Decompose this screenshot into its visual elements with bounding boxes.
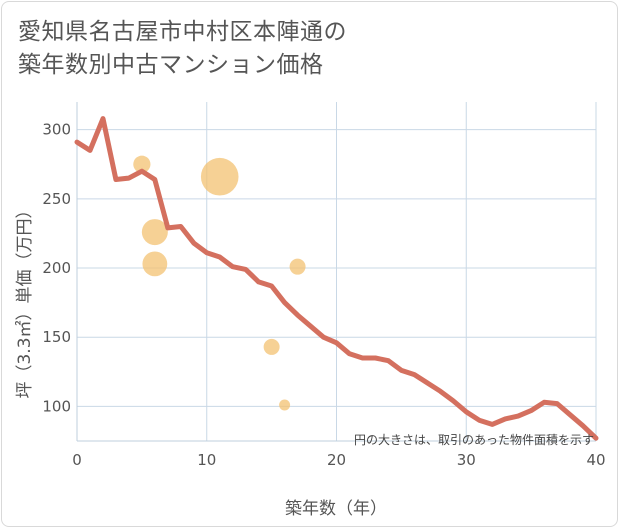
y-tick-label-200: 200 bbox=[42, 259, 71, 277]
x-tick-label-0: 0 bbox=[72, 451, 82, 469]
grid-lines bbox=[76, 102, 597, 442]
bubble-point-5 bbox=[279, 399, 291, 411]
y-tick-label-300: 300 bbox=[42, 121, 71, 139]
x-tick-label-20: 20 bbox=[327, 451, 346, 469]
y-tick-label-250: 250 bbox=[42, 190, 71, 208]
y-tick-label-150: 150 bbox=[42, 328, 71, 346]
bubble-point-4 bbox=[263, 338, 280, 355]
bubble-point-2 bbox=[142, 251, 168, 277]
x-axis-title: 築年数（年） bbox=[285, 499, 387, 519]
x-tick-label-40: 40 bbox=[586, 451, 605, 469]
y-tick-label-100: 100 bbox=[42, 397, 71, 415]
bubble-point-0 bbox=[133, 155, 151, 173]
y-axis-title: 坪（3.3㎡）単価（万円） bbox=[15, 201, 35, 398]
x-tick-label-30: 30 bbox=[457, 451, 476, 469]
chart-title-line-2: 築年数別中古マンション価格 bbox=[18, 52, 324, 78]
bubble-size-note: 円の大きさは、取引のあった物件面積を示す bbox=[354, 432, 594, 447]
chart-title-line-1: 愛知県名古屋市中村区本陣通の bbox=[18, 19, 347, 45]
x-tick-labels: 0 10 20 30 40 bbox=[72, 451, 605, 469]
bubble-point-6 bbox=[289, 258, 306, 275]
bubble-series bbox=[133, 155, 306, 411]
average-price-line bbox=[74, 116, 599, 441]
chart-title: 愛知県名古屋市中村区本陣通の 築年数別中古マンション価格 bbox=[18, 16, 347, 82]
x-tick-label-10: 10 bbox=[197, 451, 216, 469]
y-tick-labels: 100 150 200 250 300 bbox=[42, 121, 71, 416]
bubble-point-3 bbox=[200, 157, 239, 196]
bubble-point-1 bbox=[141, 219, 168, 246]
